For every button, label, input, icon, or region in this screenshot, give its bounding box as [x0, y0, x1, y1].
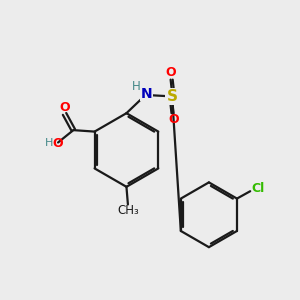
Text: O: O [165, 66, 176, 80]
Text: O: O [59, 101, 70, 114]
Text: O: O [52, 136, 63, 150]
Text: H: H [44, 138, 53, 148]
Text: CH₃: CH₃ [117, 205, 139, 218]
Text: Cl: Cl [251, 182, 264, 195]
Text: N: N [140, 87, 152, 101]
Text: S: S [167, 89, 178, 104]
Text: H: H [132, 80, 140, 93]
Text: O: O [168, 113, 179, 127]
